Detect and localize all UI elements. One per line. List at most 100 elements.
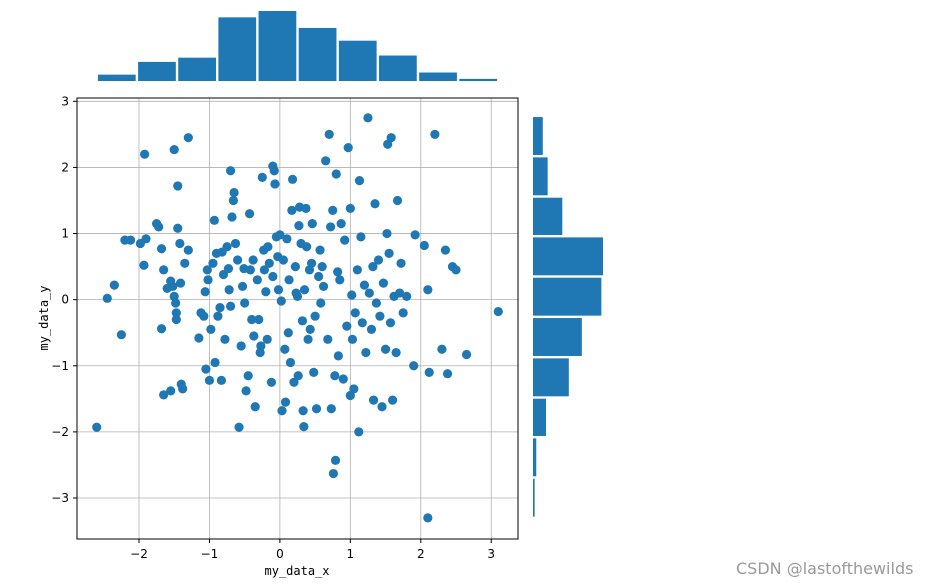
scatter-point [280, 344, 290, 354]
scatter-point [225, 301, 236, 311]
y-histogram-bar [533, 197, 563, 235]
scatter-point [419, 240, 429, 251]
scatter-point [442, 369, 453, 379]
scatter-point [310, 311, 320, 321]
scatter-point [102, 293, 112, 303]
scatter-point [283, 328, 293, 338]
scatter-point [423, 513, 433, 523]
scatter-point [178, 384, 188, 394]
y-tick-label: 3 [61, 94, 69, 108]
x-histogram-bar [459, 78, 498, 81]
scatter-point [154, 222, 164, 232]
scatter-point [180, 258, 190, 268]
scatter-point [386, 133, 396, 143]
scatter-point [277, 406, 287, 416]
scatter-point [368, 261, 378, 272]
y-axis-ticks: −3 −2 −1 0 1 2 3 [51, 94, 77, 505]
scatter-point [254, 314, 264, 325]
scatter-point [299, 422, 309, 432]
scatter-point [391, 347, 401, 358]
scatter-point [236, 341, 246, 351]
x-tick-label: 3 [487, 547, 495, 561]
scatter-point [261, 287, 271, 297]
scatter-point [347, 334, 358, 344]
scatter-point [292, 291, 303, 301]
scatter-point [224, 285, 234, 295]
scatter-point [368, 395, 379, 405]
y-histogram-bar [533, 117, 543, 155]
scatter-point [364, 288, 374, 298]
scatter-point [257, 172, 267, 182]
scatter-point [225, 166, 236, 176]
scatter-point [402, 291, 412, 301]
scatter-point [440, 245, 451, 255]
scatter-point [228, 195, 238, 206]
scatter-point [223, 263, 234, 274]
scatter-point [248, 255, 258, 265]
scatter-point [330, 455, 341, 465]
scatter-point [305, 324, 315, 335]
scatter-point [356, 232, 366, 242]
scatter-point [259, 265, 269, 275]
scatter-point [370, 199, 380, 209]
scatter-point [241, 386, 251, 396]
scatter-point [363, 113, 373, 123]
scatter-point [396, 258, 406, 268]
scatter-point [256, 341, 266, 351]
x-histogram-bar [419, 72, 457, 81]
scatter-point [233, 255, 243, 265]
scatter-point [282, 234, 292, 244]
x-tick-label: −1 [201, 547, 219, 561]
scatter-point [280, 397, 291, 407]
scatter-point [250, 402, 260, 412]
scatter-point [398, 308, 408, 318]
plot-frame [76, 97, 519, 540]
scatter-point [204, 375, 215, 385]
scatter-point [210, 357, 220, 368]
scatter-point [203, 275, 213, 285]
scatter-point [307, 219, 317, 229]
scatter-point [244, 209, 255, 219]
scatter-point [92, 422, 102, 432]
scatter-point [349, 384, 359, 394]
scatter-point [424, 367, 434, 377]
scatter-point [385, 318, 396, 328]
x-histogram [97, 11, 498, 81]
scatter-point [213, 311, 223, 321]
scatter-point [335, 275, 345, 285]
scatter-points [92, 113, 503, 523]
x-histogram-bar [138, 61, 176, 81]
y-histogram-bar [533, 358, 569, 397]
scatter-point [324, 129, 334, 139]
scatter-point [240, 298, 250, 308]
scatter-point [384, 248, 394, 258]
scatter-point [200, 287, 210, 297]
scatter-point [461, 349, 472, 360]
scatter-point [109, 280, 119, 290]
scatter-point [289, 377, 299, 387]
scatter-point [338, 374, 348, 384]
scatter-point [294, 221, 304, 231]
scatter-point [336, 219, 346, 229]
y-histogram-bar [533, 318, 582, 356]
scatter-point [380, 344, 391, 354]
scatter-point [285, 357, 296, 368]
scatter-point [293, 371, 303, 381]
scatter-point [208, 258, 218, 268]
scatter-point [347, 290, 357, 300]
x-tick-label: 1 [347, 547, 355, 561]
scatter-point [378, 278, 389, 288]
scatter-point [183, 133, 193, 143]
scatter-point [229, 187, 239, 198]
scatter-point [377, 402, 387, 412]
scatter-point [175, 238, 185, 249]
scatter-point [194, 333, 204, 343]
scatter-point [342, 321, 352, 331]
scatter-point [493, 306, 503, 317]
scatter-point [354, 427, 364, 437]
scatter-point [361, 347, 371, 358]
scatter-point [290, 261, 300, 272]
scatter-point [410, 230, 420, 240]
x-histogram-bar [379, 55, 417, 81]
scatter-point [141, 234, 151, 244]
